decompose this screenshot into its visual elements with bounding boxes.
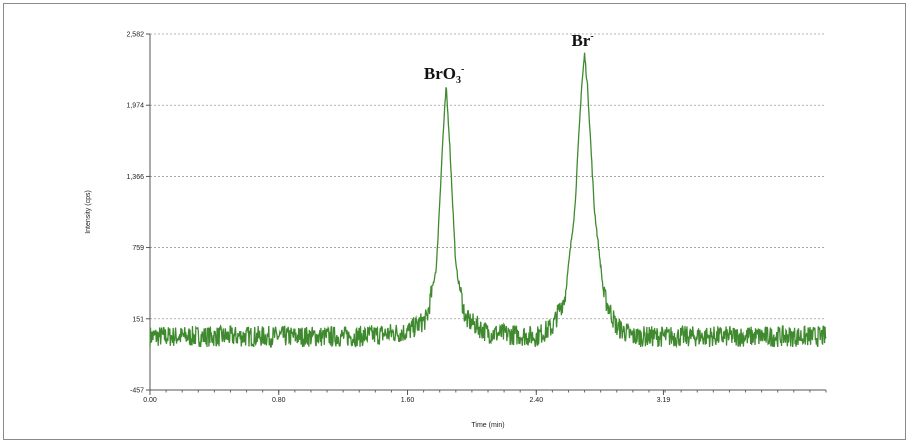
x-axis-title: Time (min) [471,422,504,429]
x-tick-label: 0.00 [143,397,157,404]
x-tick-label: 2.40 [529,397,543,404]
series-line [149,52,827,349]
chart-frame [3,3,906,440]
y-tick-label: 1,366 [126,174,144,181]
peak-label: Br- [571,31,593,50]
peak-labels: BrO3- Br- [424,31,594,86]
y-axis-title: Intensity (cps) [85,190,92,234]
peak-label: BrO3- [424,64,464,86]
x-tick-label: 0.80 [272,397,286,404]
y-tick-label: -457 [130,388,144,395]
y-tick-labels: -457 151 759 1,366 1,974 2,582 [126,32,150,395]
x-tick-label: 1.60 [401,397,415,404]
y-tick-label: 759 [132,245,144,252]
y-tick-label: 2,582 [126,32,144,39]
x-tick-label: 3.19 [657,397,671,404]
x-tick-labels: 0.00 0.80 1.60 2.40 3.19 [143,390,827,404]
y-tick-label: 151 [132,316,144,323]
grid-lines [150,33,826,320]
y-tick-label: 1,974 [126,103,144,110]
